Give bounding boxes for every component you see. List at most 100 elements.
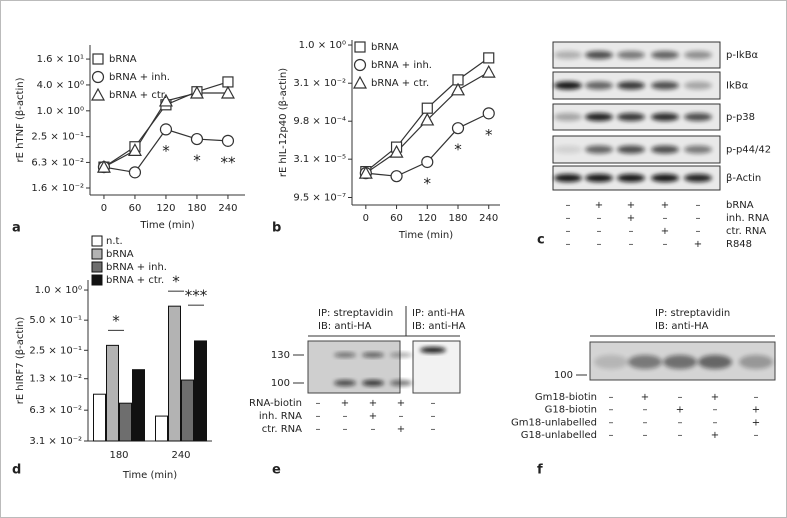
condition-sign: + [397,424,405,435]
condition-label: G18-biotin [545,405,597,416]
marker-circle [159,123,173,136]
condition-sign: + [752,405,760,416]
band [362,380,384,386]
y-axis-label: rE hIRF7 (β-actin) [15,317,26,405]
condition-sign: – [696,213,701,224]
y-tick-label: 2.5 × 10⁻¹ [31,132,84,143]
marker-triangle [220,85,235,99]
condition-sign: – [609,417,614,428]
y-tick-label: 3.1 × 10⁻⁵ [293,154,346,165]
condition-sign: – [343,411,348,422]
y-axis-label: rE hIL-12p40 (β-actin) [278,68,289,177]
marker-circle [91,70,105,84]
panel-letter: f [537,463,543,478]
condition-sign: – [678,392,683,403]
condition-sign: – [609,405,614,416]
marker-circle [482,107,495,120]
condition-sign: + [694,239,702,250]
band [334,380,356,386]
band [617,113,645,121]
marker-circle [190,132,204,146]
condition-sign: – [597,226,602,237]
marker-circle [451,122,465,135]
bar [181,379,194,442]
bar [132,369,145,442]
x-tick-label: 180 [109,450,128,461]
condition-sign: – [316,424,321,435]
y-tick-label: 1.3 × 10⁻² [29,374,82,385]
condition-sign: – [566,239,571,250]
band [420,347,446,353]
band [651,81,679,90]
marker-triangle [96,159,111,173]
band [585,174,613,182]
blot-header: IP: streptavidin [318,308,393,319]
marker-square [92,53,104,65]
condition-sign: + [369,398,377,409]
band [684,174,712,182]
x-tick-label: 180 [448,213,467,224]
band [554,145,582,154]
y-tick-label: 9.8 × 10⁻⁴ [293,116,346,127]
y-tick-label: 1.6 × 10¹ [37,54,84,65]
y-tick-label: 4.0 × 10⁰ [37,80,84,91]
band [585,51,613,59]
band [554,81,582,90]
significance-mark: * [112,312,120,330]
condition-label: inh. RNA [259,411,302,422]
condition-label: RNA-biotin [249,398,302,409]
condition-sign: – [713,417,718,428]
condition-sign: – [371,424,376,435]
condition-sign: – [663,239,668,250]
condition-sign: – [399,411,404,422]
condition-sign: – [566,213,571,224]
band [617,81,645,90]
condition-sign: – [696,226,701,237]
condition-sign: + [369,411,377,422]
x-tick-label: 0 [101,203,107,214]
blot [307,340,401,394]
legend-label: bRNA + ctr. [371,78,429,89]
legend-label: bRNA + inh. [109,72,170,83]
band [684,81,712,90]
condition-sign: – [643,405,648,416]
x-tick-label: 120 [418,213,437,224]
marker-triangle [450,82,466,96]
condition-sign: – [609,430,614,441]
x-axis-label: Time (min) [398,230,453,241]
marker-triangle [389,144,404,158]
significance-mark: * [424,174,432,192]
condition-sign: + [711,430,719,441]
condition-sign: + [752,417,760,428]
condition-sign: – [431,411,436,422]
band [684,145,712,154]
condition-label: G18-unlabelled [521,430,597,441]
band [554,174,582,182]
condition-sign: – [343,424,348,435]
blot-header: IB: anti-HA [655,321,709,332]
band-label: IkBα [726,81,749,92]
band [684,113,712,121]
band [684,51,712,59]
condition-sign: + [661,200,669,211]
bar [155,415,168,442]
band [585,145,613,154]
blot-header: IB: anti-HA [318,321,372,332]
condition-sign: – [597,213,602,224]
x-tick-label: 60 [390,213,403,224]
bar [119,402,132,442]
marker-square [354,41,366,53]
panel-letter: c [537,233,545,248]
legend-swatch [91,248,103,260]
x-tick-label: 0 [363,213,369,224]
condition-sign: – [678,417,683,428]
condition-sign: – [643,430,648,441]
y-axis-label: rE hTNF (β-actin) [15,77,26,162]
band [663,355,697,369]
condition-sign: + [341,398,349,409]
condition-label: ctr. RNA [726,226,766,237]
condition-sign: – [566,226,571,237]
band [698,355,732,369]
band [390,380,412,386]
